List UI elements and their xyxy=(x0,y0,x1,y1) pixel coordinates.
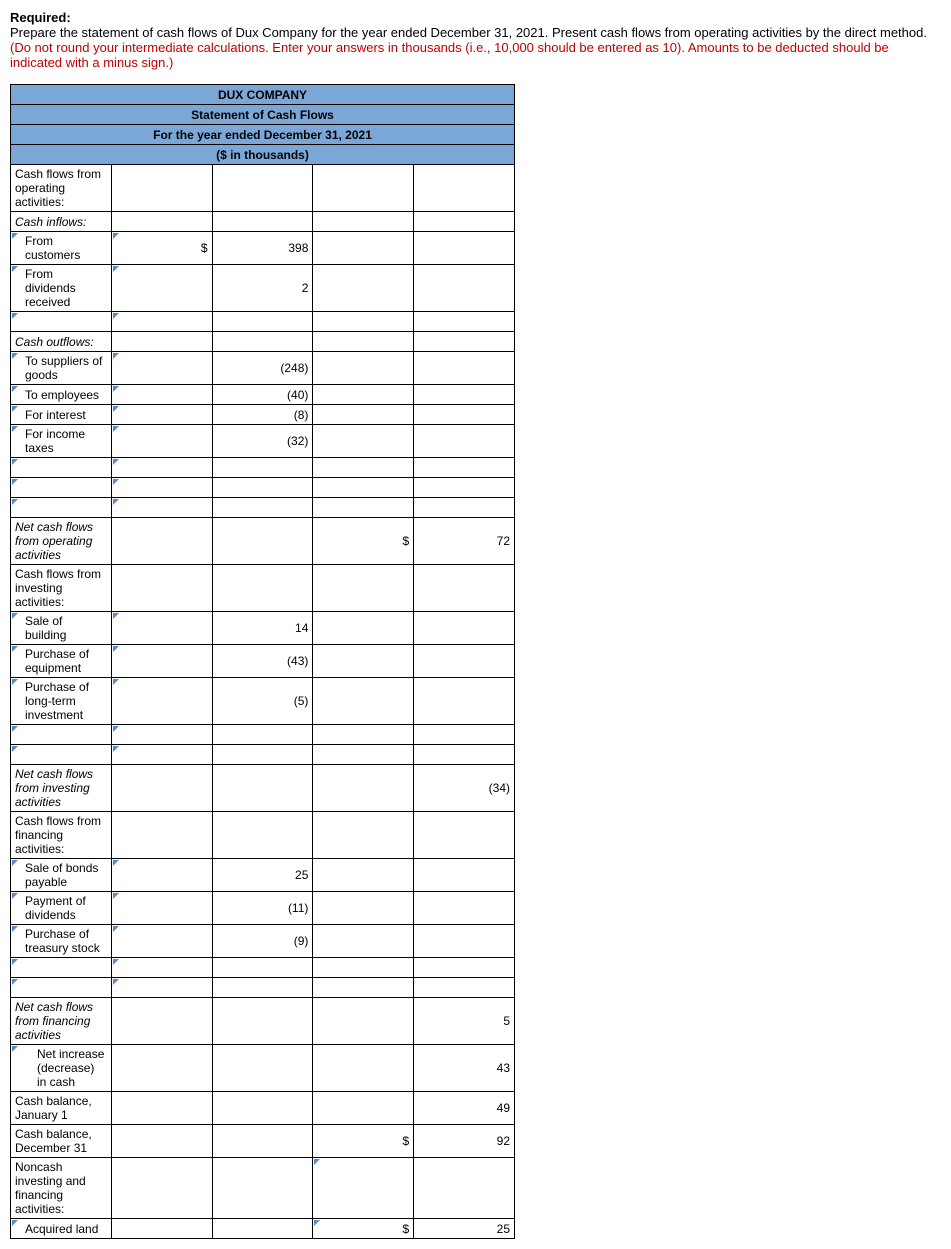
sale-bonds-label[interactable]: Sale of bonds payable xyxy=(11,859,112,892)
net-inv-label: Net cash flows from investing activities xyxy=(11,765,112,812)
pay-dividends-label[interactable]: Payment of dividends xyxy=(11,892,112,925)
blank-outflow-row-1[interactable] xyxy=(11,458,112,478)
pay-dividends-value[interactable]: (11) xyxy=(212,892,313,925)
op-activities-header: Cash flows from operating activities: xyxy=(11,165,112,212)
net-op-value: 72 xyxy=(414,518,515,565)
cash-inflows-label: Cash inflows: xyxy=(11,212,112,232)
blank-fin-row-2[interactable] xyxy=(11,978,112,998)
fin-activities-header: Cash flows from financing activities: xyxy=(11,812,112,859)
instructions-line1: Prepare the statement of cash flows of D… xyxy=(10,25,927,40)
from-customers-value[interactable]: 398 xyxy=(212,232,313,265)
acquired-land-value[interactable]: 25 xyxy=(414,1219,515,1239)
blank-fin-row-1[interactable] xyxy=(11,958,112,978)
blank-inv-row-2[interactable] xyxy=(11,745,112,765)
header-units: ($ in thousands) xyxy=(11,145,515,165)
from-customers-label[interactable]: From customers xyxy=(11,232,112,265)
header-period: For the year ended December 31, 2021 xyxy=(11,125,515,145)
purchase-lti-value[interactable]: (5) xyxy=(212,678,313,725)
blank-outflow-row-2[interactable] xyxy=(11,478,112,498)
purchase-treasury-value[interactable]: (9) xyxy=(212,925,313,958)
to-employees-value[interactable]: (40) xyxy=(212,385,313,405)
sale-building-label[interactable]: Sale of building xyxy=(11,612,112,645)
to-employees-label[interactable]: To employees xyxy=(11,385,112,405)
noncash-header: Noncash investing and financing activiti… xyxy=(11,1158,112,1219)
currency-cell: $ xyxy=(313,1125,414,1158)
for-interest-value[interactable]: (8) xyxy=(212,405,313,425)
net-inv-value: (34) xyxy=(414,765,515,812)
acquired-land-label[interactable]: Acquired land xyxy=(11,1219,112,1239)
for-interest-label[interactable]: For interest xyxy=(11,405,112,425)
instructions-red: (Do not round your intermediate calculat… xyxy=(10,40,889,70)
to-suppliers-value[interactable]: (248) xyxy=(212,352,313,385)
net-change-value: 43 xyxy=(414,1045,515,1092)
blank-inflow-row[interactable] xyxy=(11,312,112,332)
cash-dec31-label: Cash balance, December 31 xyxy=(11,1125,112,1158)
from-dividends-label[interactable]: From dividends received xyxy=(11,265,112,312)
cash-flow-table: DUX COMPANY Statement of Cash Flows For … xyxy=(10,84,515,1239)
instructions: Required: Prepare the statement of cash … xyxy=(10,10,941,70)
blank-inv-row-1[interactable] xyxy=(11,725,112,745)
purchase-treasury-label[interactable]: Purchase of treasury stock xyxy=(11,925,112,958)
net-change-label[interactable]: Net increase (decrease) in cash xyxy=(11,1045,112,1092)
currency-cell[interactable]: $ xyxy=(313,1219,414,1239)
net-op-label: Net cash flows from operating activities xyxy=(11,518,112,565)
sale-building-value[interactable]: 14 xyxy=(212,612,313,645)
cash-jan1-label: Cash balance, January 1 xyxy=(11,1092,112,1125)
for-taxes-value[interactable]: (32) xyxy=(212,425,313,458)
cash-dec31-value: 92 xyxy=(414,1125,515,1158)
purchase-equipment-value[interactable]: (43) xyxy=(212,645,313,678)
cash-outflows-label: Cash outflows: xyxy=(11,332,112,352)
purchase-equipment-label[interactable]: Purchase of equipment xyxy=(11,645,112,678)
from-dividends-value[interactable]: 2 xyxy=(212,265,313,312)
blank-outflow-row-3[interactable] xyxy=(11,498,112,518)
header-statement: Statement of Cash Flows xyxy=(11,105,515,125)
net-fin-value: 5 xyxy=(414,998,515,1045)
to-suppliers-label[interactable]: To suppliers of goods xyxy=(11,352,112,385)
currency-cell: $ xyxy=(313,518,414,565)
inv-activities-header: Cash flows from investing activities: xyxy=(11,565,112,612)
currency-cell[interactable]: $ xyxy=(111,232,212,265)
sale-bonds-value[interactable]: 25 xyxy=(212,859,313,892)
required-title: Required: xyxy=(10,10,71,25)
cash-jan1-value[interactable]: 49 xyxy=(414,1092,515,1125)
header-company: DUX COMPANY xyxy=(11,85,515,105)
net-fin-label: Net cash flows from financing activities xyxy=(11,998,112,1045)
purchase-lti-label[interactable]: Purchase of long-term investment xyxy=(11,678,112,725)
for-taxes-label[interactable]: For income taxes xyxy=(11,425,112,458)
